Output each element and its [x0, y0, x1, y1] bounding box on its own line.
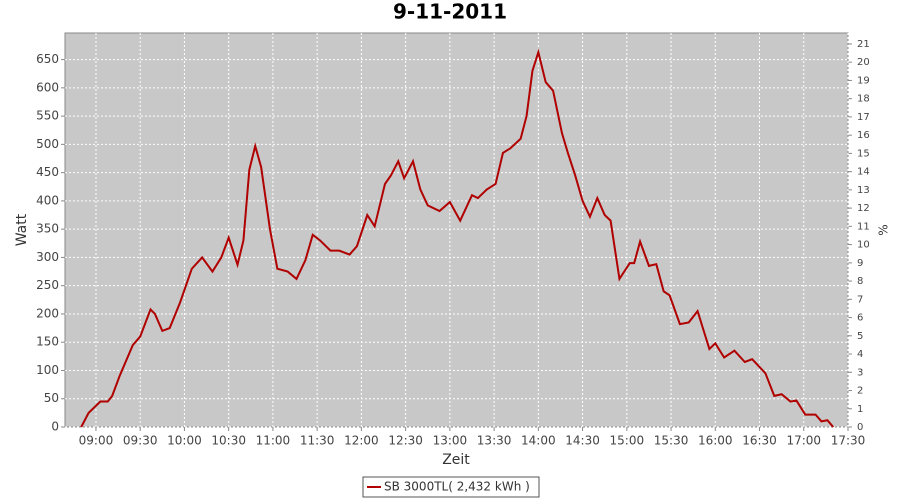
y-tick-label: 400 — [36, 193, 59, 207]
x-tick-label: 15:30 — [654, 434, 689, 448]
y2-tick-label: 0 — [857, 422, 863, 433]
y2-tick-label: 19 — [857, 75, 870, 86]
x-tick-label: 13:00 — [433, 434, 468, 448]
y-tick-label: 500 — [36, 137, 59, 151]
x-tick-label: 16:30 — [742, 434, 777, 448]
series-line — [80, 48, 835, 428]
x-tick-label: 09:00 — [79, 434, 114, 448]
y-tick-label: 550 — [36, 109, 59, 123]
x-tick-label: 15:00 — [610, 434, 645, 448]
y2-tick-label: 13 — [857, 185, 870, 196]
x-tick-label: 12:30 — [388, 434, 423, 448]
x-tick-label: 16:00 — [698, 434, 733, 448]
y2-tick-label: 8 — [857, 276, 863, 287]
y-tick-label: 0 — [51, 420, 59, 434]
y2-tick-label: 3 — [857, 367, 863, 378]
x-tick-label: 11:30 — [300, 434, 335, 448]
y-tick-label: 350 — [36, 222, 59, 236]
y2-tick-label: 6 — [857, 313, 863, 324]
y-axis-label: Watt — [14, 213, 30, 246]
y-tick-label: 300 — [36, 250, 59, 264]
y-tick-label: 50 — [44, 391, 59, 405]
y-tick-label: 650 — [36, 52, 59, 66]
x-axis-label: Zeit — [442, 452, 470, 468]
y-tick-label: 100 — [36, 363, 59, 377]
x-tick-label: 14:30 — [565, 434, 600, 448]
y2-tick-label: 10 — [857, 240, 870, 251]
y2-tick-label: 4 — [857, 349, 863, 360]
y2-tick-label: 18 — [857, 94, 870, 105]
y-tick-label: 150 — [36, 335, 59, 349]
y2-tick-label: 20 — [857, 57, 870, 68]
y2-tick-label: 2 — [857, 386, 863, 397]
plot-area — [64, 32, 849, 428]
y2-tick-label: 5 — [857, 331, 863, 342]
x-tick-label: 10:00 — [167, 434, 202, 448]
x-tick-label: 14:00 — [521, 434, 556, 448]
x-tick-label: 09:30 — [123, 434, 158, 448]
y-tick-label: 250 — [36, 278, 59, 292]
y2-tick-label: 16 — [857, 130, 870, 141]
y2-axis-label: % — [877, 224, 891, 235]
y2-tick-label: 14 — [857, 167, 870, 178]
y2-tick-label: 21 — [857, 39, 870, 50]
y-tick-label: 600 — [36, 80, 59, 94]
y2-tick-label: 1 — [857, 404, 863, 415]
x-tick-label: 11:00 — [256, 434, 291, 448]
y2-tick-label: 12 — [857, 203, 870, 214]
y2-tick-label: 11 — [857, 221, 870, 232]
y-tick-label: 450 — [36, 165, 59, 179]
x-tick-label: 10:30 — [211, 434, 246, 448]
y2-tick-label: 7 — [857, 294, 863, 305]
x-tick-label: 17:00 — [786, 434, 821, 448]
chart-title: 9-11-2011 — [393, 0, 507, 24]
x-tick-label: 13:30 — [477, 434, 512, 448]
y2-tick-label: 15 — [857, 148, 870, 159]
x-tick-label: 17:30 — [831, 434, 866, 448]
y2-tick-label: 17 — [857, 112, 870, 123]
legend-box — [362, 476, 540, 498]
y-tick-label: 200 — [36, 306, 59, 320]
y2-tick-label: 9 — [857, 258, 863, 269]
legend-label: SB 3000TL( 2,432 kWh ) — [384, 480, 530, 494]
x-tick-label: 12:00 — [344, 434, 379, 448]
